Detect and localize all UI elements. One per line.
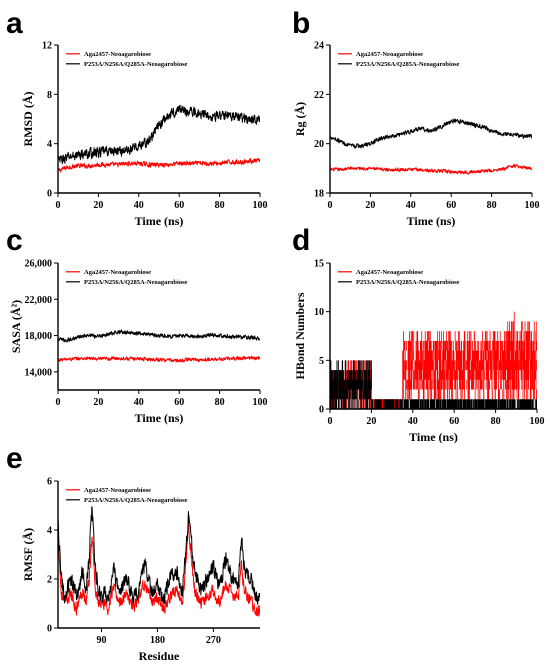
x-tick-label-b: 20 (365, 200, 375, 211)
y-tick-label-c: 18,000 (25, 331, 53, 342)
x-tick-label-a: 80 (215, 200, 225, 211)
x-tick-label-d: 0 (328, 416, 333, 427)
x-tick-label-b: 100 (525, 200, 540, 211)
y-tick-label-e: 6 (47, 477, 52, 488)
y-tick-label-d: 15 (314, 259, 324, 270)
x-tick-label-a: 60 (174, 200, 184, 211)
x-tick-label-b: 0 (328, 200, 333, 211)
x-tick-label-a: 100 (253, 200, 268, 211)
x-tick-label-e: 180 (150, 635, 165, 646)
y-axis-title-a: RMSD (Å) (21, 92, 35, 147)
y-tick-label-c: 22,000 (25, 295, 53, 306)
x-tick-label-d: 60 (449, 416, 459, 427)
x-tick-label-a: 20 (93, 200, 103, 211)
x-tick-label-c: 0 (56, 397, 61, 408)
x-tick-label-b: 60 (446, 200, 456, 211)
series-line-b-1 (330, 118, 532, 149)
y-tick-label-b: 20 (314, 139, 324, 150)
y-axis-title-b: Rg (Å) (293, 102, 307, 136)
x-tick-label-e: 270 (206, 635, 221, 646)
x-tick-label-b: 80 (487, 200, 497, 211)
legend-label-b-1: P253A/N256A/Q285A-Neoagarobiose (356, 61, 460, 68)
series-line-c-1 (58, 329, 260, 343)
legend-label-a-0: Aga2457-Neoagarobiose (84, 51, 151, 58)
y-axis-title-d: HBond Numbers (293, 292, 307, 379)
series-line-a-0 (58, 157, 260, 173)
x-tick-label-c: 80 (215, 397, 225, 408)
y-tick-label-a: 8 (47, 90, 52, 101)
x-tick-label-d: 40 (408, 416, 418, 427)
x-axis-title-d: Time (ns) (409, 430, 458, 444)
x-tick-label-d: 100 (530, 416, 545, 427)
x-tick-label-e: 90 (97, 635, 107, 646)
series-line-e-1 (58, 506, 260, 605)
y-tick-label-d: 0 (319, 405, 324, 416)
legend-label-a-1: P253A/N256A/Q285A-Neoagarobiose (84, 61, 188, 68)
y-tick-label-d: 5 (319, 356, 324, 367)
series-line-c-0 (58, 355, 260, 363)
panel-letter-c: c (6, 224, 23, 257)
series-bars-d-1 (330, 360, 537, 409)
panel-letter-a: a (6, 7, 23, 40)
legend-label-d-0: Aga2457-Neoagarobiose (356, 269, 423, 276)
x-tick-label-b: 40 (406, 200, 416, 211)
panel-letter-d: d (292, 224, 310, 257)
x-tick-label-c: 60 (174, 397, 184, 408)
series-line-b-0 (330, 163, 532, 175)
y-tick-label-a: 0 (47, 189, 52, 200)
x-tick-label-a: 40 (134, 200, 144, 211)
x-axis-title-e: Residue (139, 649, 180, 663)
series-line-e-0 (58, 521, 260, 617)
y-tick-label-d: 10 (314, 307, 324, 318)
panel-letter-e: e (6, 442, 23, 475)
y-tick-label-e: 2 (47, 575, 52, 586)
legend-label-c-0: Aga2457-Neoagarobiose (84, 269, 151, 276)
panel-e: e 90 180 270 0 2 4 6 Residue RMSF (Å) Aga2457-Neoa… (6, 442, 260, 663)
x-tick-label-d: 20 (366, 416, 376, 427)
series-group-d (330, 311, 537, 409)
panel-c: c 0 20 40 60 80 100 14,000 18,000 22,000 26,000 Tim… (6, 224, 268, 425)
y-tick-label-b: 22 (314, 90, 324, 101)
x-tick-label-c: 20 (93, 397, 103, 408)
x-tick-label-a: 0 (56, 200, 61, 211)
y-tick-label-a: 4 (47, 139, 52, 150)
y-tick-label-e: 0 (47, 624, 52, 635)
x-axis-title-a: Time (ns) (135, 214, 184, 228)
series-group-c (58, 329, 260, 363)
y-axis-title-e: RMSF (Å) (21, 528, 35, 581)
legend-label-c-1: P253A/N256A/Q285A-Neoagarobiose (84, 279, 188, 286)
y-tick-label-e: 4 (47, 526, 52, 537)
legend-label-e-0: Aga2457-Neoagarobiose (84, 487, 151, 494)
x-tick-label-c: 40 (134, 397, 144, 408)
x-tick-label-d: 80 (491, 416, 501, 427)
panel-b: b 0 20 40 60 80 100 18 20 22 24 Time (ns) Rg (Å) Aga2… (292, 7, 540, 228)
series-group-b (330, 118, 532, 175)
panel-d: d 0 20 40 60 80 100 0 5 10 15 Time (ns) HBond Number… (292, 224, 545, 444)
panel-letter-b: b (292, 7, 310, 40)
legend-label-e-1: P253A/N256A/Q285A-Neoagarobiose (84, 497, 188, 504)
legend-label-d-1: P253A/N256A/Q285A-Neoagarobiose (356, 279, 460, 286)
series-line-a-1 (58, 104, 260, 165)
x-axis-title-b: Time (ns) (407, 214, 456, 228)
x-tick-label-c: 100 (253, 397, 268, 408)
y-tick-label-c: 14,000 (25, 367, 53, 378)
x-axis-title-c: Time (ns) (135, 411, 184, 425)
series-group-e (58, 506, 260, 617)
y-axis-title-c: SASA (Å²) (9, 300, 23, 353)
y-tick-label-a: 12 (42, 41, 52, 52)
y-tick-label-c: 26,000 (25, 259, 53, 270)
series-group-a (58, 104, 260, 173)
panel-a: a 0 20 40 60 80 100 0 4 8 12 Time (ns) RMSD (Å) Aga24… (6, 7, 268, 228)
legend-label-b-0: Aga2457-Neoagarobiose (356, 51, 423, 58)
y-tick-label-b: 18 (314, 189, 324, 200)
y-tick-label-b: 24 (314, 41, 324, 52)
